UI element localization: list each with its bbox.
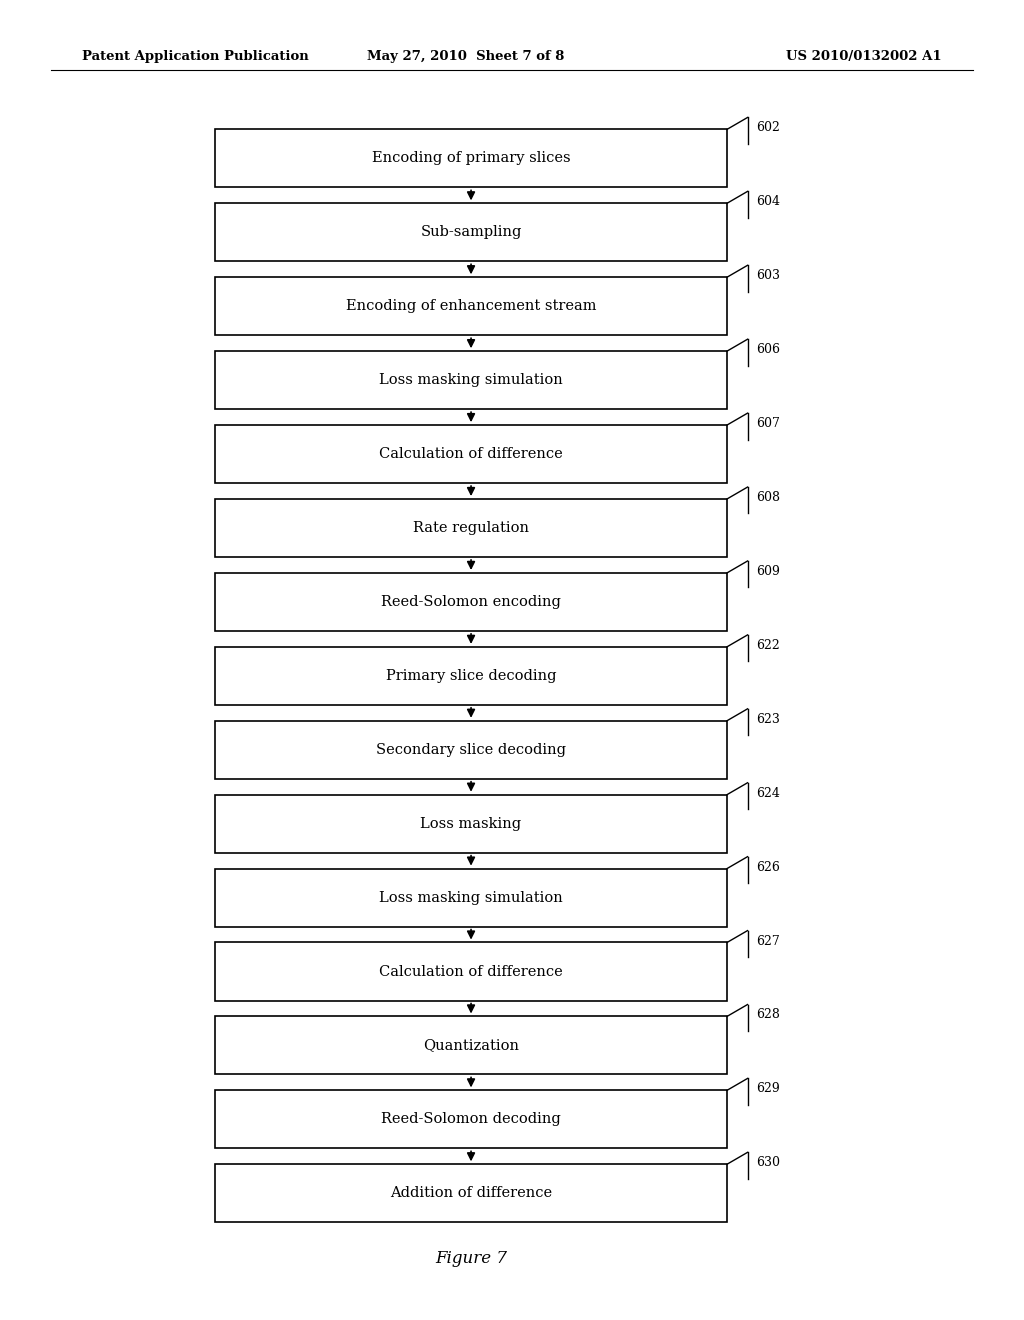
FancyBboxPatch shape	[215, 129, 727, 187]
Text: Patent Application Publication: Patent Application Publication	[82, 50, 308, 63]
Text: 606: 606	[756, 343, 779, 356]
Text: Loss masking simulation: Loss masking simulation	[379, 374, 563, 387]
FancyBboxPatch shape	[215, 869, 727, 927]
Text: 622: 622	[756, 639, 779, 652]
Text: 624: 624	[756, 787, 779, 800]
FancyBboxPatch shape	[215, 277, 727, 335]
Text: 609: 609	[756, 565, 779, 578]
FancyBboxPatch shape	[215, 795, 727, 853]
FancyBboxPatch shape	[215, 499, 727, 557]
Text: 630: 630	[756, 1156, 779, 1170]
Text: US 2010/0132002 A1: US 2010/0132002 A1	[786, 50, 942, 63]
FancyBboxPatch shape	[215, 647, 727, 705]
Text: 623: 623	[756, 713, 779, 726]
Text: Loss masking: Loss masking	[421, 817, 521, 830]
Text: 627: 627	[756, 935, 779, 948]
Text: 603: 603	[756, 269, 779, 282]
FancyBboxPatch shape	[215, 1090, 727, 1148]
Text: Figure 7: Figure 7	[435, 1250, 507, 1267]
FancyBboxPatch shape	[215, 721, 727, 779]
Text: Secondary slice decoding: Secondary slice decoding	[376, 743, 566, 756]
Text: Calculation of difference: Calculation of difference	[379, 447, 563, 461]
FancyBboxPatch shape	[215, 425, 727, 483]
Text: 608: 608	[756, 491, 779, 504]
Text: Encoding of enhancement stream: Encoding of enhancement stream	[346, 300, 596, 313]
Text: Primary slice decoding: Primary slice decoding	[386, 669, 556, 682]
FancyBboxPatch shape	[215, 351, 727, 409]
Text: 607: 607	[756, 417, 779, 430]
FancyBboxPatch shape	[215, 203, 727, 261]
Text: 626: 626	[756, 861, 779, 874]
FancyBboxPatch shape	[215, 942, 727, 1001]
Text: Rate regulation: Rate regulation	[413, 521, 529, 535]
Text: Reed-Solomon decoding: Reed-Solomon decoding	[381, 1113, 561, 1126]
Text: 604: 604	[756, 195, 779, 209]
Text: 629: 629	[756, 1082, 779, 1096]
Text: May 27, 2010  Sheet 7 of 8: May 27, 2010 Sheet 7 of 8	[368, 50, 564, 63]
FancyBboxPatch shape	[215, 1164, 727, 1222]
Text: Sub-sampling: Sub-sampling	[421, 226, 521, 239]
Text: 602: 602	[756, 121, 779, 135]
Text: Quantization: Quantization	[423, 1039, 519, 1052]
Text: 628: 628	[756, 1008, 779, 1022]
Text: Encoding of primary slices: Encoding of primary slices	[372, 152, 570, 165]
FancyBboxPatch shape	[215, 1016, 727, 1074]
Text: Addition of difference: Addition of difference	[390, 1187, 552, 1200]
Text: Calculation of difference: Calculation of difference	[379, 965, 563, 978]
Text: Loss masking simulation: Loss masking simulation	[379, 891, 563, 904]
Text: Reed-Solomon encoding: Reed-Solomon encoding	[381, 595, 561, 609]
FancyBboxPatch shape	[215, 573, 727, 631]
